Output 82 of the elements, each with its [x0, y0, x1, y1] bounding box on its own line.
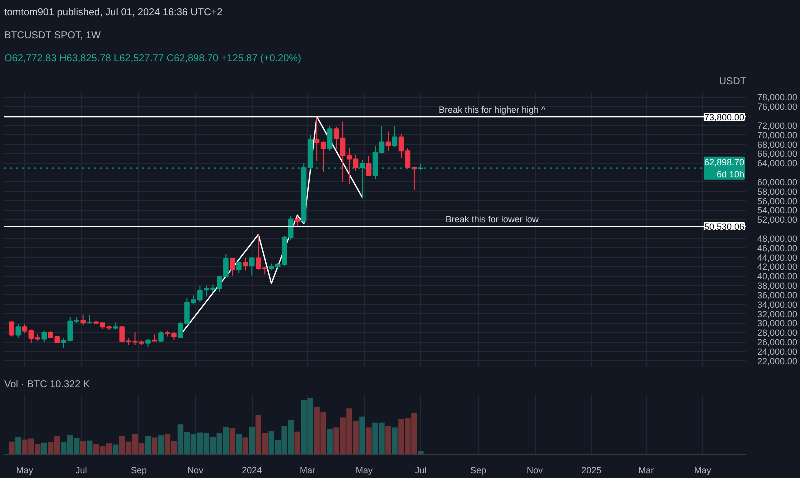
x-tick-label: Sep — [470, 466, 486, 476]
y-tick-label: 28,000.00 — [758, 328, 798, 338]
x-tick-label: May — [16, 466, 34, 476]
y-tick-label: 76,000.00 — [758, 102, 798, 112]
bar — [327, 429, 333, 454]
y-tick-label: 26,000.00 — [758, 338, 798, 348]
x-tick-label: May — [694, 466, 712, 476]
bar — [366, 428, 372, 454]
x-tick-label: Sep — [130, 466, 147, 476]
bar — [392, 428, 398, 454]
x-tick-label: Mar — [300, 466, 316, 476]
y-tick-label: 68,000.00 — [758, 140, 798, 150]
candlestick — [236, 261, 242, 274]
y-tick-label: 34,000.00 — [758, 300, 798, 310]
annotation: Break this for lower low — [446, 214, 540, 225]
ref-line-label: 50,530.06 — [704, 222, 745, 232]
y-tick-label: 22,000.00 — [758, 356, 798, 366]
bar — [145, 436, 152, 454]
y-tick-label: 66,000.00 — [758, 149, 798, 160]
y-axis-title: USDT — [719, 76, 747, 88]
bar — [86, 440, 93, 454]
candlestick — [294, 216, 300, 228]
x-tick-label: Jul — [415, 466, 427, 476]
y-tick-label: 52,000.00 — [758, 215, 798, 226]
bar — [42, 442, 48, 454]
x-tick-label: Nov — [527, 466, 544, 476]
bar — [236, 434, 242, 454]
candlestick — [16, 324, 22, 339]
y-tick-label: 78,000.00 — [758, 92, 798, 103]
candlestick — [392, 126, 398, 148]
y-tick-label: 58,000.00 — [758, 186, 798, 197]
y-tick-label: 60,000.00 — [758, 177, 798, 188]
ref-line-label: 73,800.00 — [704, 112, 745, 122]
candlestick — [158, 330, 164, 342]
candlestick — [9, 321, 15, 338]
annotation: Break this for higher high ^ — [438, 104, 547, 115]
candlestick — [250, 256, 255, 276]
y-tick-label: 56,000.00 — [758, 196, 798, 206]
y-tick-label: 36,000.00 — [758, 290, 798, 300]
y-tick-label: 48,000.00 — [758, 234, 798, 244]
chart-title: BTCUSDT SPOT, 1W — [4, 30, 102, 42]
text: tomtom901 published, Jul 01, 2024 16:36 UTC+2 — [4, 8, 224, 18]
y-tick-label: 72,000.00 — [758, 120, 798, 131]
x-tick-label: 2025 — [582, 466, 602, 476]
candlestick — [243, 258, 248, 272]
bar — [152, 438, 158, 454]
bar — [16, 438, 22, 454]
candlestick — [80, 314, 86, 326]
y-tick-label: 24,000.00 — [758, 346, 798, 357]
y-tick-label: 30,000.00 — [758, 318, 798, 329]
x-tick-label: Nov — [188, 466, 204, 476]
bar — [230, 428, 236, 454]
bar — [294, 432, 300, 454]
bar — [158, 436, 164, 454]
y-tick-label: 46,000.00 — [758, 243, 798, 254]
y-tick-label: 64,000.00 — [758, 158, 798, 169]
y-tick-label: 54,000.00 — [758, 206, 798, 216]
candlestick — [42, 330, 48, 344]
bar — [418, 451, 424, 454]
bar — [80, 442, 86, 454]
x-tick-label: Mar — [638, 466, 654, 476]
candlestick — [386, 131, 392, 152]
bar — [242, 438, 249, 454]
bar — [249, 427, 256, 454]
y-tick-label: 32,000.00 — [758, 309, 798, 320]
bar — [386, 426, 392, 454]
y-tick-label: 44,000.00 — [758, 252, 798, 263]
x-tick-label: 2024 — [242, 466, 262, 476]
chart-subtitle: O62,772.83 H63,825.78 L62,527.77 C62,898.70 +125.87 (+0.20%) — [4, 54, 302, 64]
ref-line-label: 62,898.70 6d 10h — [704, 157, 745, 180]
candlestick — [327, 126, 333, 152]
candlestick — [230, 258, 236, 276]
y-tick-label: 38,000.00 — [758, 281, 798, 292]
candlestick — [366, 156, 372, 177]
bar — [9, 442, 15, 454]
x-tick-label: Jul — [76, 466, 88, 476]
y-tick-label: 70,000.00 — [758, 130, 798, 140]
bar — [360, 416, 366, 454]
y-tick-label: 40,000.00 — [758, 272, 798, 282]
x-tick-label: May — [356, 466, 374, 476]
y-tick-label: 42,000.00 — [758, 262, 798, 272]
chart-title: Vol · BTC 10.322 K — [4, 380, 90, 390]
